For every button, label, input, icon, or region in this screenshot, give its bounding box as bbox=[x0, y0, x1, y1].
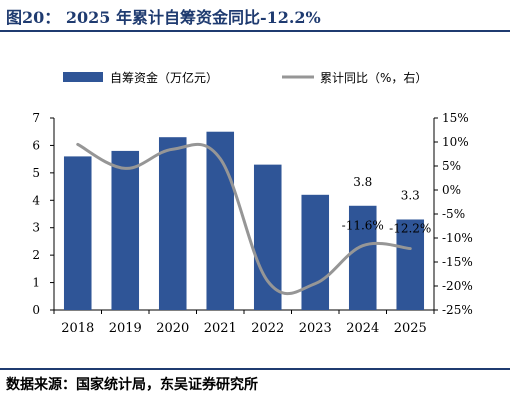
y-right-tick-label: -25% bbox=[442, 303, 473, 317]
x-tick-label: 2019 bbox=[109, 321, 142, 336]
bar-series bbox=[63, 131, 425, 310]
y-right-tick-label: 15% bbox=[442, 111, 469, 125]
y-right-tick-label: 0% bbox=[442, 183, 461, 197]
x-tick-label: 2022 bbox=[251, 321, 284, 336]
y-right-tick-label: -15% bbox=[442, 255, 473, 269]
y-right-tick-label: 5% bbox=[442, 159, 461, 173]
bar bbox=[253, 164, 282, 310]
x-tick-label: 2021 bbox=[204, 321, 237, 336]
title-rule bbox=[0, 30, 510, 32]
bar bbox=[348, 205, 377, 310]
y-left-tick-label: 0 bbox=[32, 303, 40, 317]
y-left-tick-label: 1 bbox=[32, 276, 40, 290]
line-data-label: -11.6% bbox=[342, 219, 384, 233]
line-path bbox=[76, 142, 412, 296]
data-labels: 3.8 3.3 -11.6% -12.2% bbox=[342, 175, 432, 236]
legend-label-line: 累计同比（%，右） bbox=[320, 70, 427, 85]
y-left-tick-label: 6 bbox=[32, 138, 40, 152]
x-tick-label: 2024 bbox=[346, 321, 379, 336]
bar bbox=[396, 219, 425, 310]
y-left-tick-label: 3 bbox=[32, 221, 40, 235]
bar-data-label: 3.8 bbox=[353, 175, 372, 189]
legend-label-bar: 自筹资金（万亿元） bbox=[110, 70, 218, 85]
bar bbox=[158, 137, 187, 310]
legend-swatch-bar bbox=[63, 72, 103, 82]
y-left-tick-label: 4 bbox=[32, 193, 40, 207]
y-right-tick-label: -5% bbox=[442, 207, 465, 221]
x-tick-label: 2018 bbox=[61, 321, 94, 336]
bar-data-label: 3.3 bbox=[401, 188, 420, 202]
line-series bbox=[76, 142, 412, 296]
legend: 自筹资金（万亿元） 累计同比（%，右） bbox=[63, 70, 427, 85]
y-left-tick-label: 2 bbox=[32, 248, 40, 262]
y-left-tick-label: 5 bbox=[32, 166, 40, 180]
bar bbox=[111, 150, 140, 310]
chart-title: 图20： 2025 年累计自筹资金同比-12.2% bbox=[6, 8, 321, 27]
line-data-label: -12.2% bbox=[389, 222, 431, 236]
footer-rule bbox=[0, 368, 510, 370]
bar bbox=[63, 156, 92, 310]
x-tick-label: 2023 bbox=[299, 321, 332, 336]
y-left-tick-label: 7 bbox=[32, 111, 40, 125]
x-tick-label: 2025 bbox=[394, 321, 427, 336]
x-tick-label: 2020 bbox=[156, 321, 189, 336]
y-right-tick-label: 10% bbox=[442, 135, 469, 149]
y-right-tick-label: -10% bbox=[442, 231, 473, 245]
source-note: 数据来源：国家统计局，东吴证券研究所 bbox=[6, 377, 258, 393]
y-right-tick-label: -20% bbox=[442, 279, 473, 293]
bar bbox=[301, 194, 330, 310]
